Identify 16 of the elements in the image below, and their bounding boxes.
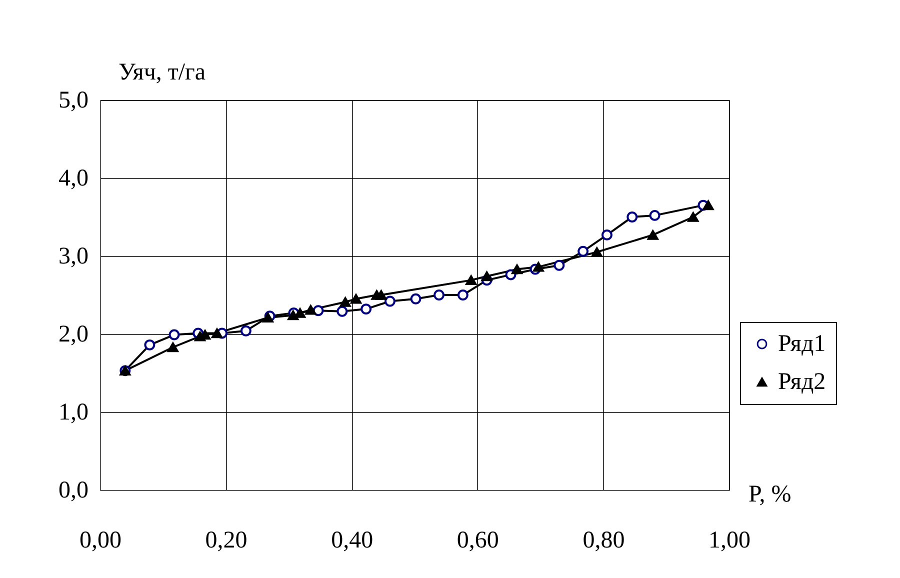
y-tick-label: 3,0 xyxy=(58,244,88,270)
y-tick-label: 4,0 xyxy=(58,166,88,192)
y-tick-label: 2,0 xyxy=(58,322,88,348)
y-tick-label: 1,0 xyxy=(58,400,88,426)
y-axis-title: Уяч, т/га xyxy=(118,60,206,86)
x-tick-label: 0,00 xyxy=(80,528,122,554)
y-tick-label: 0,0 xyxy=(58,478,88,504)
legend-label: Ряд1 xyxy=(778,331,826,357)
legend-label: Ряд2 xyxy=(778,369,826,395)
x-tick-label: 0,40 xyxy=(331,528,374,554)
x-tick-label: 0,80 xyxy=(582,528,625,554)
x-axis-title: P, % xyxy=(748,482,792,508)
x-tick-label: 0,20 xyxy=(205,528,248,554)
y-tick-label: 5,0 xyxy=(58,88,88,114)
x-tick-label: 1,00 xyxy=(708,528,750,554)
x-tick-label: 0,60 xyxy=(456,528,499,554)
